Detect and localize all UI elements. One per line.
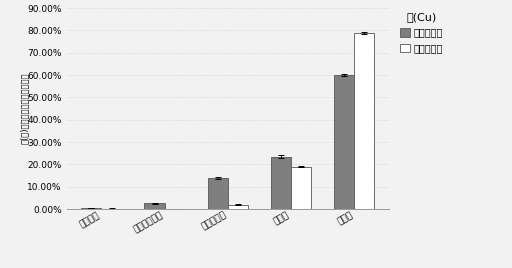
Bar [291, 167, 311, 209]
Bar [334, 75, 354, 209]
Bar [144, 203, 165, 209]
Bar [208, 178, 228, 209]
Y-axis label: 每(克)土壤含量占总量的百分比: 每(克)土壤含量占总量的百分比 [20, 73, 29, 144]
Bar [354, 33, 374, 209]
Legend: 样地蚰之前, 样地蚰之后: 样地蚰之前, 样地蚰之后 [397, 9, 446, 56]
Bar [271, 157, 291, 209]
Bar [81, 208, 101, 209]
Bar [228, 204, 248, 209]
